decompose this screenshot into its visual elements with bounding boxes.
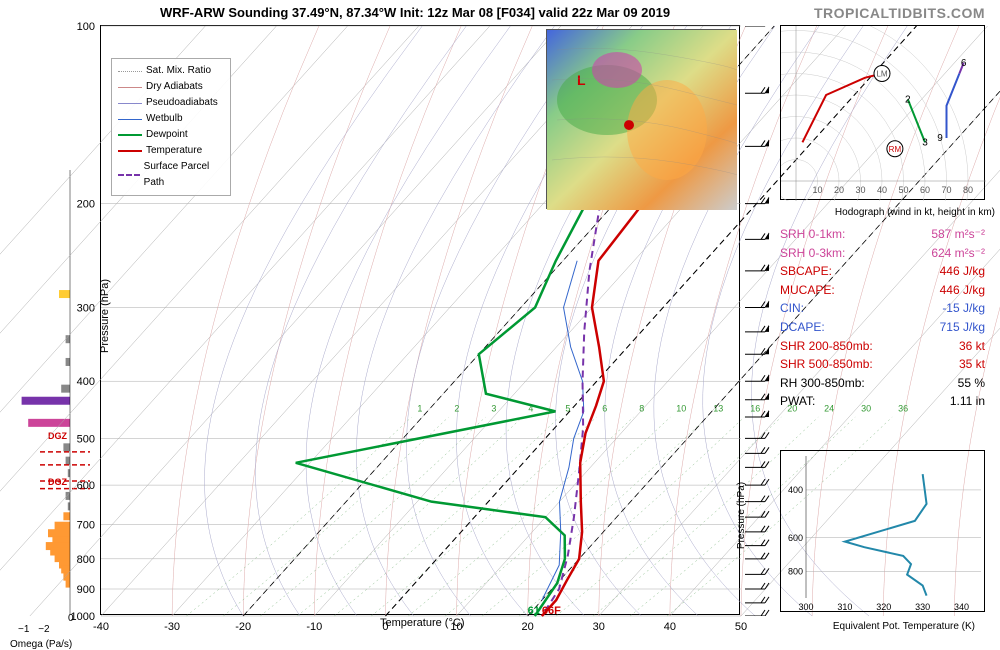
svg-text:2: 2 [454,403,459,413]
svg-text:LM: LM [876,70,887,79]
svg-text:-30: -30 [164,621,180,633]
svg-text:20: 20 [522,621,534,633]
svg-text:300: 300 [798,602,813,612]
svg-text:6: 6 [961,58,967,69]
svg-text:310: 310 [837,602,852,612]
svg-text:1: 1 [417,403,422,413]
svg-text:200: 200 [77,199,95,211]
skewt-ylabel: Pressure (hPa) [99,279,111,353]
svg-text:20: 20 [834,185,844,195]
skewt-chart: 1002003004005006007008009001000123456810… [100,25,740,615]
svg-text:-40: -40 [93,621,109,633]
svg-text:320: 320 [876,602,891,612]
omega-panel: 0 −1 −2 Omega (Pa/s) [10,170,90,615]
svg-text:700: 700 [77,520,95,532]
svg-text:2: 2 [905,94,911,105]
svg-text:66F: 66F [542,605,561,617]
svg-text:8: 8 [639,403,644,413]
svg-text:400: 400 [77,376,95,388]
sounding-params: SRH 0-1km:587 m²s⁻²SRH 0-3km:624 m²s⁻²SB… [780,225,985,411]
watermark: TROPICALTIDBITS.COM [814,5,985,21]
svg-text:6: 6 [602,403,607,413]
dgz-label-2: DGZ [48,477,67,487]
svg-text:3: 3 [491,403,496,413]
svg-text:3: 3 [922,137,928,148]
svg-text:60: 60 [920,185,930,195]
hodograph-label: Hodograph (wind in kt, height in km) [835,207,995,218]
svg-text:-10: -10 [306,621,322,633]
svg-text:RM: RM [889,145,902,154]
svg-text:10: 10 [676,403,686,413]
dgz-label-1: DGZ [48,431,67,441]
svg-text:9: 9 [937,133,943,144]
svg-text:80: 80 [963,185,973,195]
svg-text:40: 40 [664,621,676,633]
theta-e-chart: 400 600 800 300 310 320 330 340 [780,450,985,612]
svg-text:100: 100 [77,21,95,33]
svg-text:400: 400 [788,485,803,495]
svg-text:10: 10 [812,185,822,195]
svg-text:30: 30 [855,185,865,195]
svg-text:800: 800 [77,554,95,566]
svg-text:61: 61 [528,605,540,617]
low-marker: L [577,72,586,88]
theta-ylabel: Pressure (hPa) [736,482,747,549]
skewt-xlabel: Temperature (°C) [380,617,464,629]
svg-text:50: 50 [898,185,908,195]
svg-text:340: 340 [954,602,969,612]
svg-text:70: 70 [941,185,951,195]
svg-text:-20: -20 [235,621,251,633]
svg-text:30: 30 [593,621,605,633]
hodograph: 10 20 30 40 50 60 70 80 RM LM 2 3 6 9 [780,25,985,200]
svg-text:1000: 1000 [71,611,95,623]
svg-text:300: 300 [77,303,95,315]
svg-text:40: 40 [877,185,887,195]
svg-text:600: 600 [788,533,803,543]
svg-text:800: 800 [788,567,803,577]
svg-text:50: 50 [735,621,747,633]
svg-text:900: 900 [77,584,95,596]
inset-map: L [546,29,736,209]
theta-xlabel: Equivalent Pot. Temperature (K) [833,621,975,632]
omega-xlabel: Omega (Pa/s) [10,639,72,650]
svg-text:500: 500 [77,433,95,445]
chart-title: WRF-ARW Sounding 37.49°N, 87.34°W Init: … [160,5,670,20]
svg-text:13: 13 [713,403,723,413]
skewt-legend: Sat. Mix. RatioDry AdiabatsPseudoadiabat… [111,58,231,196]
svg-text:330: 330 [915,602,930,612]
